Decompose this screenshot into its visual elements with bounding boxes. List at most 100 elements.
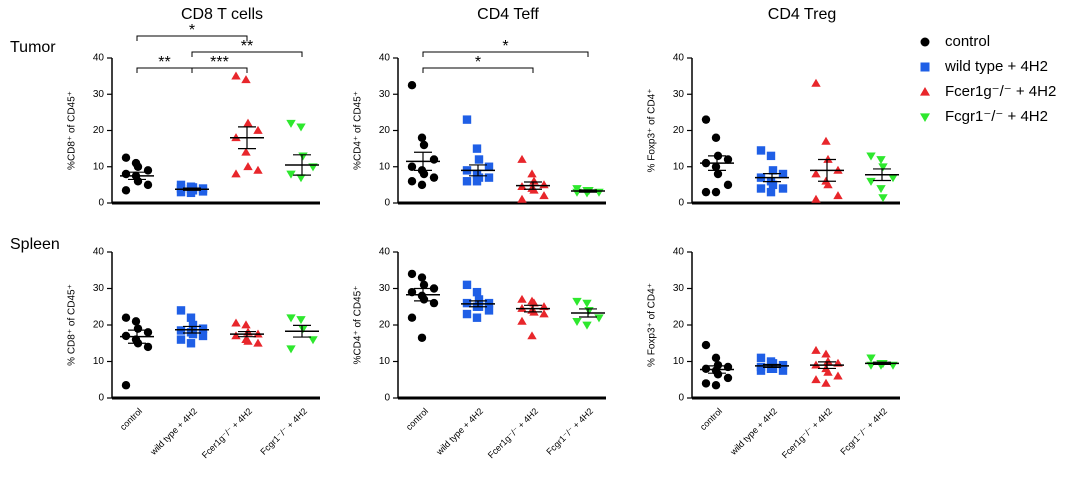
y-tick-label: 20 (93, 125, 105, 136)
significance-label: * (189, 22, 195, 39)
y-tick-label: 30 (379, 283, 391, 294)
data-point (243, 118, 253, 127)
y-tick-label: 0 (384, 198, 390, 209)
data-point (517, 316, 527, 325)
significance-bracket (191, 51, 303, 57)
legend-marker (920, 87, 930, 96)
data-point (527, 331, 537, 340)
data-point (198, 324, 208, 333)
data-point (811, 375, 821, 384)
data-point (121, 313, 131, 322)
y-tick-label: 20 (379, 320, 391, 331)
y-axis-label: %CD4⁺ of CD45⁺ (353, 91, 364, 170)
y-tick-label: 40 (379, 53, 391, 64)
data-point (878, 163, 888, 172)
data-point (188, 320, 198, 330)
data-point (308, 336, 318, 345)
data-point (539, 309, 549, 318)
legend-label: Fcgr1⁻/⁻ + 4H2 (945, 108, 1048, 125)
y-tick-label: 30 (93, 89, 105, 100)
y-tick-label: 30 (673, 283, 685, 294)
data-point (711, 162, 721, 171)
data-point (133, 324, 143, 333)
significance-label: * (502, 38, 508, 55)
data-point (143, 166, 153, 175)
y-axis-label: % Foxp3⁺ of CD4⁺ (647, 283, 658, 367)
data-point (176, 187, 186, 197)
data-point (198, 331, 208, 341)
y-tick-label: 30 (673, 89, 685, 100)
data-point (407, 313, 417, 322)
data-point (296, 316, 306, 325)
row-label: Spleen (10, 236, 60, 253)
y-tick-label: 20 (379, 125, 391, 136)
data-point (876, 156, 886, 165)
data-point (582, 321, 592, 330)
data-point (527, 169, 537, 178)
x-tick-label: Fcgr1⁻/⁻ + 4H2 (258, 406, 309, 457)
data-point (419, 169, 429, 179)
y-tick-label: 40 (379, 247, 391, 258)
legend-label: wild type + 4H2 (944, 58, 1048, 75)
data-point (143, 180, 153, 190)
data-point (298, 325, 308, 334)
data-point (286, 345, 296, 354)
data-point (241, 75, 251, 84)
data-point (286, 170, 296, 179)
data-point (484, 162, 494, 171)
data-point (419, 140, 429, 150)
data-point (723, 180, 733, 190)
data-point (253, 338, 263, 347)
data-point (484, 306, 494, 315)
data-point (121, 381, 131, 390)
data-point (823, 367, 833, 376)
data-point (474, 295, 484, 304)
data-point (711, 381, 721, 390)
y-tick-label: 10 (379, 356, 391, 367)
data-point (231, 71, 241, 80)
data-point (472, 144, 482, 153)
data-point (878, 194, 888, 203)
y-tick-label: 40 (673, 247, 685, 258)
data-point (231, 318, 241, 327)
data-point (133, 177, 143, 186)
x-tick-label: wild type + 4H2 (434, 406, 485, 457)
data-point (198, 187, 208, 196)
data-point (417, 180, 427, 190)
data-point (811, 169, 821, 178)
panel-title: CD8 T cells (181, 6, 263, 23)
data-point (417, 333, 427, 342)
legend-label: Fcer1g⁻/⁻ + 4H2 (945, 83, 1056, 100)
data-point (821, 136, 831, 145)
y-tick-label: 10 (93, 356, 105, 367)
x-tick-label: Fcgr1⁻/⁻ + 4H2 (544, 406, 595, 457)
significance-bracket (422, 51, 589, 57)
data-point (484, 173, 494, 182)
data-point (517, 194, 527, 203)
data-point (462, 177, 472, 186)
y-tick-label: 40 (673, 53, 685, 64)
data-point (462, 280, 472, 290)
y-axis-label: %CD8⁺ of CD45⁺ (67, 91, 78, 170)
x-tick-label: Fcgr1⁻/⁻ + 4H2 (838, 406, 889, 457)
data-point (594, 314, 604, 323)
data-point (888, 174, 898, 183)
data-point (286, 314, 296, 323)
legend-label: control (945, 33, 990, 50)
data-point (823, 180, 833, 189)
data-point (768, 364, 778, 373)
data-point (811, 194, 821, 203)
data-point (766, 187, 776, 197)
data-point (529, 298, 539, 307)
data-point (866, 152, 876, 161)
panel-title: CD4 Treg (768, 6, 836, 23)
data-point (474, 155, 484, 164)
y-tick-label: 10 (379, 161, 391, 172)
x-tick-label: wild type + 4H2 (728, 406, 779, 457)
data-point (529, 176, 539, 185)
data-point (778, 366, 788, 375)
data-point (241, 147, 251, 156)
data-point (296, 174, 306, 183)
data-point (811, 78, 821, 87)
data-point (768, 359, 778, 368)
